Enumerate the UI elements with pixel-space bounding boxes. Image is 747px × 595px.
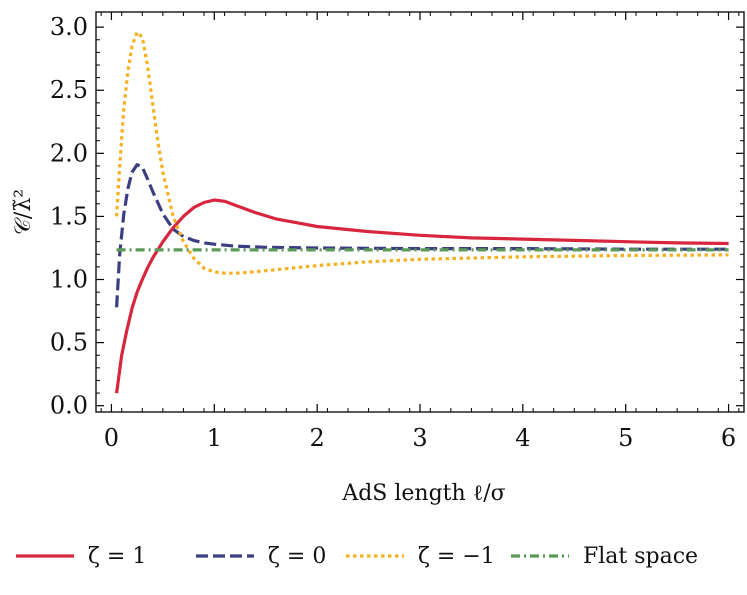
axis-tick-labels: 0 1 2 3 4 5 6 0.0 0.5 1.0 1.5 2.0 2.5 3.0 <box>50 13 736 452</box>
x-tick-label: 3 <box>412 424 427 452</box>
series-line-2 <box>115 30 729 275</box>
y-axis-label: 𝒞/λ̃² <box>11 189 36 235</box>
y-tick-label: 0.5 <box>50 329 88 357</box>
x-tick-label: 2 <box>310 424 325 452</box>
x-tick-label: 4 <box>515 424 530 452</box>
legend-label-0: ζ = 1 <box>88 544 146 569</box>
y-tick-label: 1.5 <box>50 202 88 230</box>
x-tick-label: 0 <box>104 424 119 452</box>
y-tick-label: 3.0 <box>50 13 88 41</box>
legend-label-2: ζ = −1 <box>418 544 495 569</box>
x-axis-label: AdS length ℓ/σ <box>341 481 505 506</box>
x-tick-label: 5 <box>618 424 633 452</box>
series-line-0 <box>115 198 729 394</box>
y-tick-label: 0.0 <box>50 392 88 420</box>
axis-ticks <box>96 12 744 412</box>
y-tick-label: 2.0 <box>50 139 88 167</box>
x-tick-label: 6 <box>721 424 736 452</box>
legend-label-3: Flat space <box>583 544 698 569</box>
y-tick-label: 2.5 <box>50 76 88 104</box>
y-tick-label: 1.0 <box>50 266 88 294</box>
plot-frame <box>95 11 745 413</box>
plot-lines <box>115 30 729 394</box>
legend: ζ = 1 ζ = 0 ζ = −1 Flat space <box>16 544 698 569</box>
x-tick-label: 1 <box>207 424 222 452</box>
legend-label-1: ζ = 0 <box>268 544 326 569</box>
